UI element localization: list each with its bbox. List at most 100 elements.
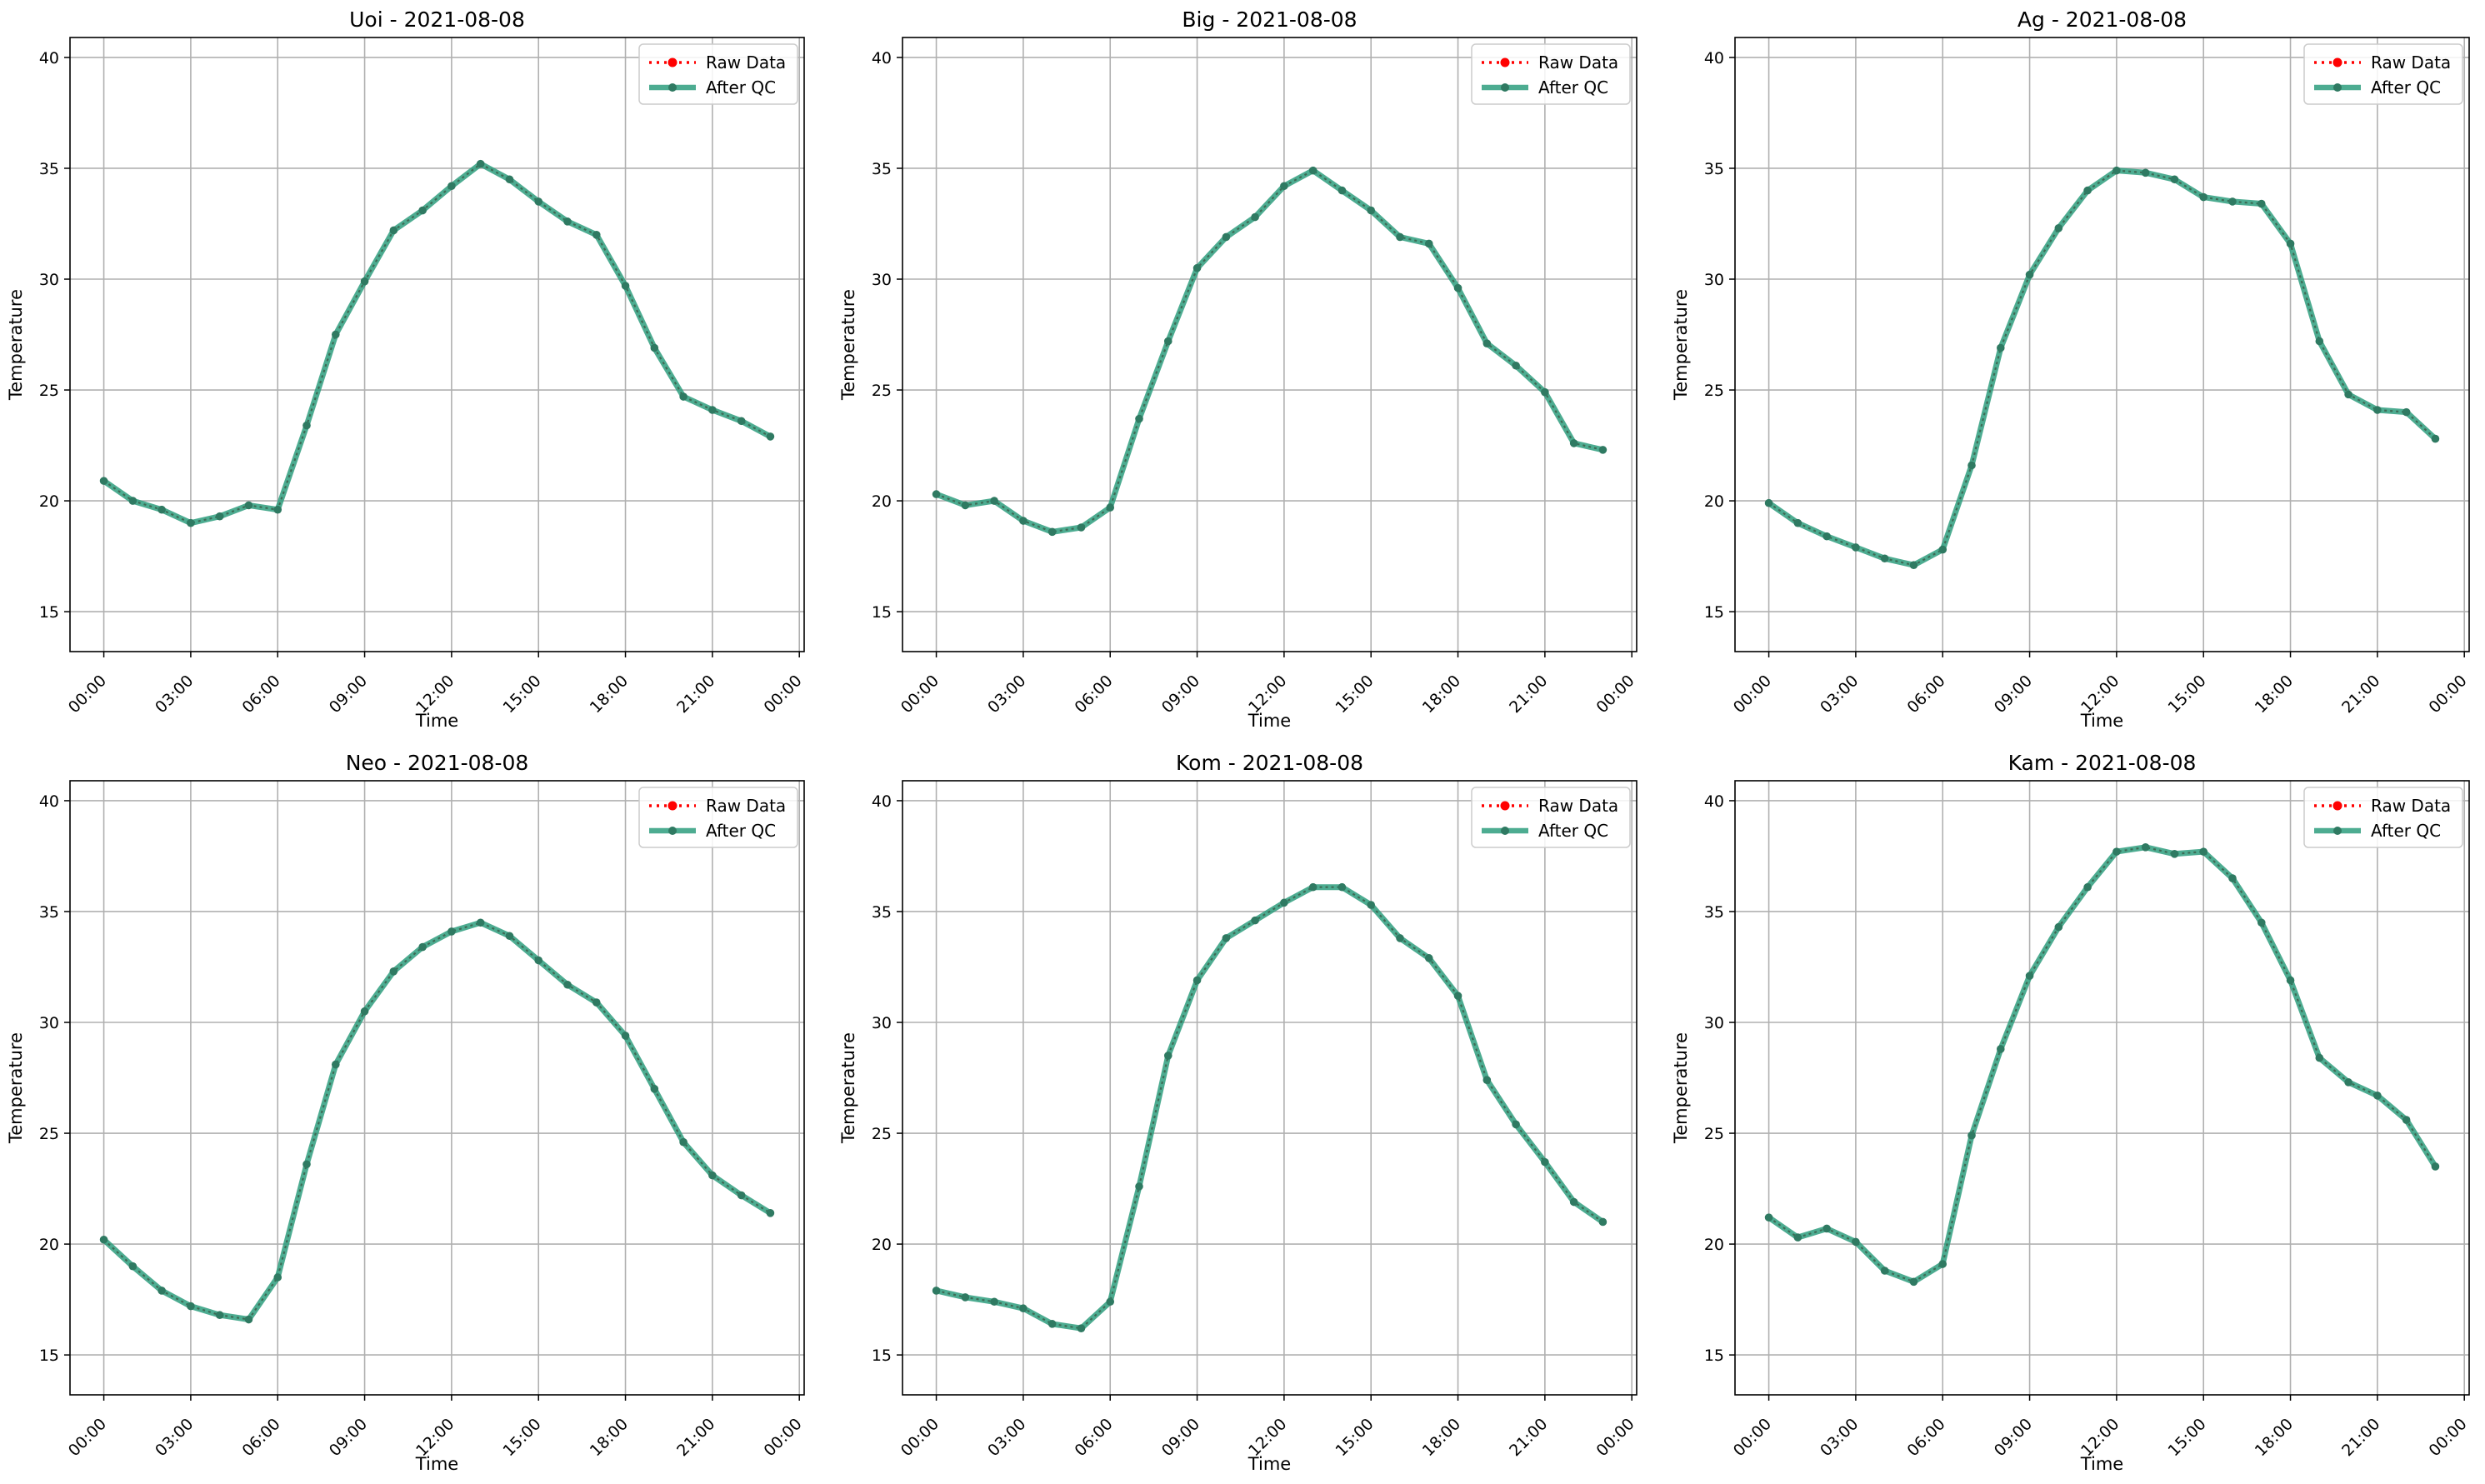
grid-lines: [1735, 37, 2469, 652]
grid-lines: [902, 781, 1637, 1395]
x-tick-label: 21:00: [673, 672, 718, 717]
x-tick-label: 21:00: [1506, 1415, 1551, 1460]
data-point: [650, 1085, 659, 1093]
x-tick-label: 18:00: [587, 1415, 632, 1460]
data-point: [650, 343, 659, 352]
data-point: [273, 505, 282, 514]
x-tick-label: 15:00: [499, 1415, 544, 1460]
data-point: [708, 1171, 717, 1180]
data-point: [158, 1287, 166, 1295]
legend-marker-qc: [2333, 827, 2342, 835]
data-point: [1019, 1304, 1028, 1313]
data-point: [2054, 224, 2063, 232]
data-point: [2228, 197, 2237, 206]
y-tick-label: 20: [39, 492, 59, 511]
plot-frame: [902, 780, 1638, 1396]
data-point: [932, 490, 941, 498]
series-line-raw-data: [936, 169, 1603, 533]
data-point: [1598, 1217, 1608, 1227]
data-point: [961, 1293, 970, 1302]
data-point: [1163, 1052, 1172, 1060]
data-point: [1541, 387, 1549, 397]
series-line-after-qc: [1766, 844, 2438, 1285]
data-point: [1793, 1233, 1802, 1242]
data-point: [2025, 270, 2034, 279]
plot-frame: [1734, 37, 2470, 652]
data-point: [1482, 1076, 1492, 1084]
data-point: [737, 417, 746, 426]
data-point: [1968, 1131, 1976, 1140]
data-point: [1424, 954, 1433, 962]
data-point: [187, 1302, 195, 1311]
data-point: [1192, 976, 1202, 985]
x-tick-label: 15:00: [2164, 672, 2209, 717]
x-tick-label: 03:00: [152, 672, 197, 717]
legend: Raw Data After QC: [2303, 787, 2463, 848]
data-point: [215, 512, 224, 521]
data-point: [766, 432, 775, 441]
data-point: [448, 182, 456, 191]
x-tick-label: 03:00: [1817, 1415, 1862, 1460]
data-point: [679, 1137, 688, 1147]
data-point: [1077, 1324, 1086, 1332]
y-tick-label: 40: [1704, 792, 1724, 811]
data-point: [2199, 847, 2208, 856]
data-point: [563, 980, 572, 989]
data-point: [1569, 1197, 1578, 1207]
legend: Raw Data After QC: [1471, 43, 1631, 105]
grid-lines: [1735, 781, 2469, 1395]
data-point: [2025, 972, 2034, 980]
y-tick-label: 20: [1704, 492, 1724, 511]
x-tick-label: 15:00: [499, 672, 544, 717]
y-tick-label: 35: [1704, 160, 1724, 178]
series-line-after-qc: [1766, 167, 2438, 568]
x-tick-label: 06:00: [1071, 672, 1116, 717]
series-line-raw-data: [936, 886, 1604, 1330]
legend-marker-raw: [1500, 57, 1510, 67]
x-tick-label: 15:00: [1332, 1415, 1377, 1460]
data-point: [1793, 518, 1802, 527]
data-point: [1512, 1120, 1520, 1129]
data-point: [1338, 882, 1347, 892]
data-point: [990, 1297, 998, 1307]
data-point: [1880, 1267, 1889, 1275]
plot-frame: [69, 780, 805, 1396]
x-tick-label: 09:00: [1158, 672, 1203, 717]
y-axis-label: Temperature: [838, 1032, 858, 1144]
x-tick-label: 18:00: [2252, 1415, 2297, 1460]
data-point: [389, 226, 398, 235]
y-tick-label: 35: [872, 160, 892, 178]
data-point: [1968, 461, 1976, 470]
x-tick-label: 21:00: [2338, 672, 2383, 717]
data-point: [1048, 527, 1057, 537]
x-tick-label: 09:00: [1158, 1415, 1203, 1460]
y-tick-label: 35: [39, 160, 59, 178]
x-tick-label: 09:00: [326, 672, 371, 717]
legend-marker-raw: [2332, 801, 2342, 811]
y-tick-label: 40: [39, 792, 59, 811]
plot-frame: [69, 37, 805, 652]
data-point: [1077, 523, 1086, 532]
data-point: [2373, 406, 2382, 414]
data-point: [737, 1191, 746, 1200]
x-tick-label: 18:00: [587, 672, 632, 717]
data-point: [961, 501, 970, 510]
data-point: [679, 392, 688, 401]
data-point: [2083, 186, 2092, 195]
data-point: [1822, 1224, 1831, 1233]
x-tick-label: 09:00: [1991, 672, 2036, 717]
y-tick-label: 25: [872, 1125, 892, 1143]
data-point: [990, 497, 998, 505]
data-point: [2431, 1162, 2440, 1171]
x-tick-label: 00:00: [1730, 672, 1775, 717]
x-axis-label: Time: [415, 1454, 458, 1474]
y-tick-label: 15: [39, 1347, 59, 1365]
data-point: [302, 421, 311, 430]
legend-label-raw: Raw Data: [706, 52, 786, 72]
x-tick-label: 03:00: [984, 672, 1029, 717]
x-tick-label: 00:00: [65, 1415, 110, 1460]
y-tick-label: 25: [1704, 382, 1724, 400]
data-point: [448, 927, 456, 936]
